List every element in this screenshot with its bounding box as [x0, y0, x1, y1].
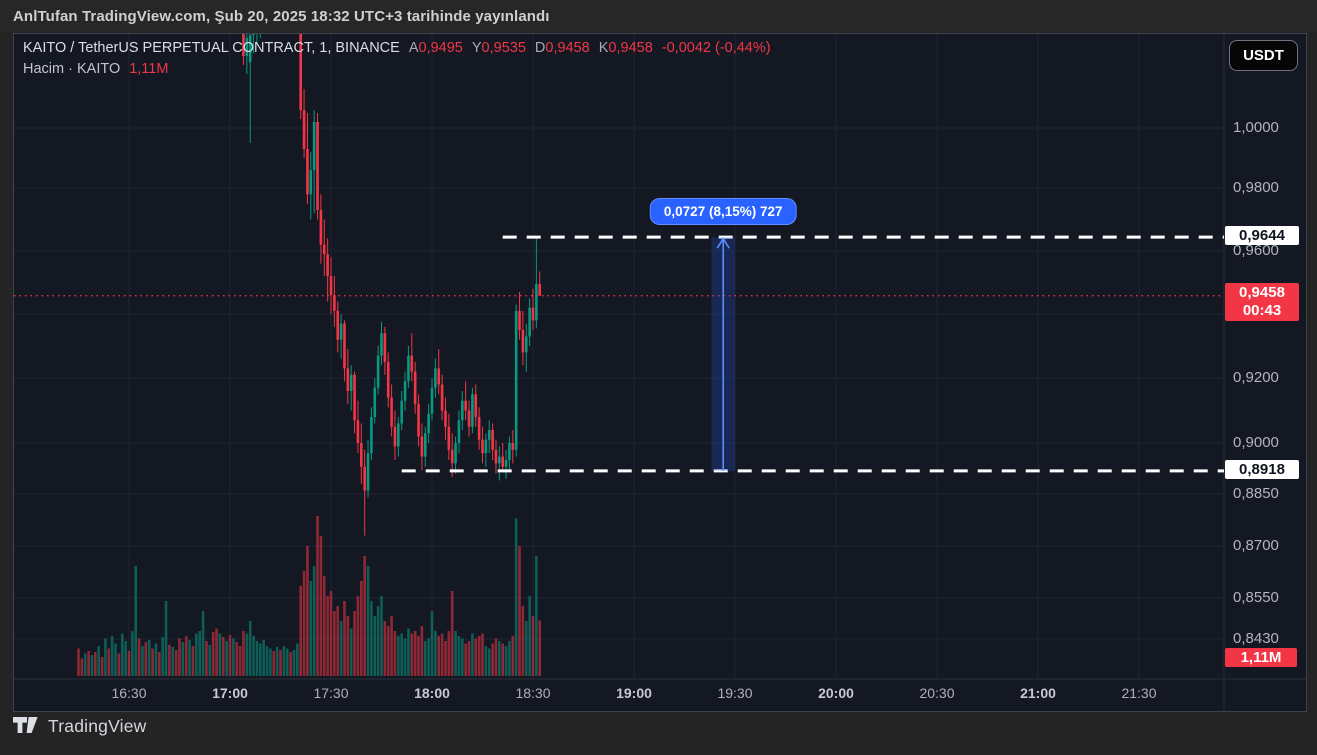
publish-bar-text: AnlTufan TradingView.com, Şub 20, 2025 1…: [13, 8, 550, 25]
tradingview-brand-link[interactable]: TradingView: [13, 716, 147, 737]
time-tick-label: 21:00: [1020, 685, 1056, 701]
time-tick-label: 17:30: [313, 685, 349, 701]
legend-row-symbol: KAITO / TetherUS PERPETUAL CONTRACT, 1, …: [23, 38, 771, 59]
publish-bar: AnlTufan TradingView.com, Şub 20, 2025 1…: [0, 0, 1317, 33]
ohlc-close: K0,9458: [598, 40, 653, 56]
price-change: -0,0042 (-0,44%): [661, 40, 771, 56]
price-tick-label: 0,8430: [1233, 630, 1279, 647]
candles: [242, 34, 542, 536]
volume-study-value: 1,11M: [129, 61, 169, 77]
time-tick-label: 17:00: [212, 685, 248, 701]
price-tick-label: 0,9000: [1233, 434, 1279, 451]
measure-arrow-head: [716, 237, 730, 249]
chart-canvas[interactable]: [14, 34, 1306, 711]
last-price-value: 0,9458: [1239, 283, 1285, 301]
symbol-title[interactable]: KAITO / TetherUS PERPETUAL CONTRACT, 1, …: [23, 40, 400, 56]
tradingview-brand-text: TradingView: [48, 716, 147, 736]
tradingview-logo-icon: [13, 717, 38, 733]
volume-badge: 1,11M: [1225, 648, 1297, 667]
measure-tooltip[interactable]: 0,0727 (8,15%) 727: [649, 198, 797, 226]
ohlc-open: A0,9495: [408, 40, 463, 56]
price-tick-label: 0,8700: [1233, 537, 1279, 554]
bar-countdown: 00:43: [1242, 301, 1282, 319]
grid: [14, 34, 1224, 679]
time-tick-label: 19:00: [616, 685, 652, 701]
legend-row-volume: Hacim · KAITO 1,11M: [23, 59, 771, 80]
price-tick-label: 0,8550: [1233, 589, 1279, 606]
time-tick-label: 20:30: [919, 685, 955, 701]
price-tick-label: 0,8850: [1233, 485, 1279, 502]
level-price-badge: 0,9644: [1225, 226, 1299, 246]
time-tick-label: 18:30: [515, 685, 551, 701]
time-tick-label: 20:00: [818, 685, 854, 701]
time-tick-label: 19:30: [717, 685, 753, 701]
ohlc-high: Y0,9535: [471, 40, 526, 56]
last-price-badge: 0,9458 00:43: [1225, 282, 1299, 321]
price-tick-label: 0,9800: [1233, 179, 1279, 196]
volume-study-label[interactable]: Hacim · KAITO: [23, 61, 121, 77]
time-tick-label: 21:30: [1121, 685, 1157, 701]
chart-widget: KAITO / TetherUS PERPETUAL CONTRACT, 1, …: [13, 33, 1307, 712]
price-tick-label: 0,9200: [1233, 369, 1279, 386]
level-price-badge: 0,8918: [1225, 459, 1299, 479]
price-tick-label: 0,9600: [1233, 242, 1279, 259]
time-tick-label: 16:30: [111, 685, 147, 701]
price-tick-label: 1,0000: [1233, 119, 1279, 136]
time-tick-label: 18:00: [414, 685, 450, 701]
ohlc-low: D0,9458: [534, 40, 590, 56]
volume-bars: [77, 516, 542, 676]
chart-legend: KAITO / TetherUS PERPETUAL CONTRACT, 1, …: [23, 38, 771, 80]
currency-toggle-button[interactable]: USDT: [1229, 40, 1298, 71]
